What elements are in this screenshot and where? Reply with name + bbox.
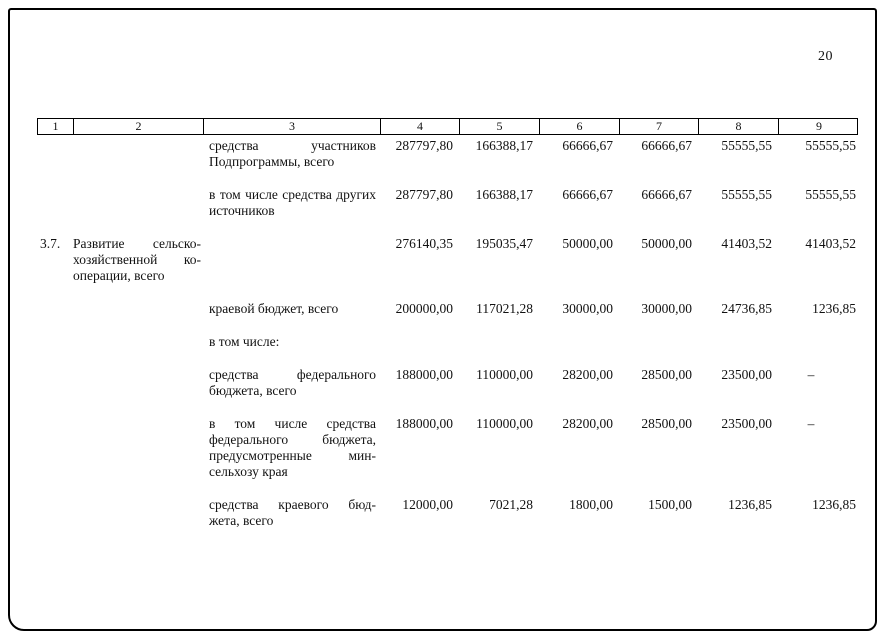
table-row: средства участников Подпрограммы, всего … xyxy=(37,138,858,170)
row-label-detail: краевой бюджет, всего xyxy=(209,301,339,316)
row-number xyxy=(37,301,73,302)
row-label-section: Развитие сельско- хозяйственной ко- опер… xyxy=(73,236,201,283)
value-col4: 200000,00 xyxy=(395,301,453,316)
value-col7: 30000,00 xyxy=(641,301,692,316)
value-col7: 50000,00 xyxy=(641,236,692,251)
value-col4: 287797,80 xyxy=(395,187,453,202)
row-number xyxy=(37,334,73,335)
value-col6: 30000,00 xyxy=(562,301,613,316)
value-col8 xyxy=(698,334,778,335)
value-col7 xyxy=(619,334,698,335)
value-col4: 287797,80 xyxy=(395,138,453,153)
header-cell: 3 xyxy=(204,119,381,134)
row-number xyxy=(37,416,73,417)
row-label-section xyxy=(73,301,203,302)
value-col5: 110000,00 xyxy=(476,416,533,431)
value-col4: 188000,00 xyxy=(395,416,453,431)
header-cell: 1 xyxy=(38,119,74,134)
value-col9: – xyxy=(807,416,815,431)
value-col9: – xyxy=(807,367,815,382)
row-label-detail: в том числе средства федерального бюджет… xyxy=(209,416,376,479)
value-col9: 1236,85 xyxy=(812,497,856,512)
value-col6: 66666,67 xyxy=(562,138,613,153)
value-col8: 24736,85 xyxy=(721,301,772,316)
value-col6: 28200,00 xyxy=(562,416,613,431)
row-number xyxy=(37,497,73,498)
value-col5: 117021,28 xyxy=(476,301,533,316)
header-cell: 9 xyxy=(816,119,822,133)
value-col8: 41403,52 xyxy=(721,236,772,251)
header-cell: 6 xyxy=(540,119,620,134)
header-cell: 8 xyxy=(699,119,779,134)
header-cell: 5 xyxy=(460,119,540,134)
row-label-detail: средства федерального бюджета, всего xyxy=(209,367,376,398)
value-col5: 7021,28 xyxy=(489,497,533,512)
value-col5: 195035,47 xyxy=(475,236,533,251)
row-label-detail xyxy=(203,236,380,237)
value-col6: 50000,00 xyxy=(562,236,613,251)
row-number xyxy=(37,367,73,368)
value-col6: 1800,00 xyxy=(569,497,613,512)
table-row: в том числе средства федерального бюджет… xyxy=(37,416,858,480)
header-cell: 4 xyxy=(381,119,460,134)
value-col8: 23500,00 xyxy=(721,367,772,382)
page-number: 20 xyxy=(818,49,833,64)
table-row: средства федерального бюджета, всего 188… xyxy=(37,367,858,399)
value-col7: 28500,00 xyxy=(641,367,692,382)
value-col4: 12000,00 xyxy=(402,497,453,512)
value-col5: 166388,17 xyxy=(475,138,533,153)
value-col5 xyxy=(459,334,539,335)
row-label-detail: в том числе средства других источников xyxy=(209,187,376,218)
row-label-detail: в том числе: xyxy=(209,334,280,349)
table-row: в том числе средства других источников 2… xyxy=(37,187,858,219)
table-row: в том числе: xyxy=(37,334,858,350)
row-label-section xyxy=(73,187,203,188)
value-col6: 66666,67 xyxy=(562,187,613,202)
value-col9 xyxy=(778,334,858,335)
header-cell: 2 xyxy=(74,119,204,134)
value-col9: 55555,55 xyxy=(805,138,856,153)
table-row: краевой бюджет, всего 200000,00 117021,2… xyxy=(37,301,858,317)
value-col7: 28500,00 xyxy=(641,416,692,431)
value-col7: 1500,00 xyxy=(648,497,692,512)
table-row: 3.7. Развитие сельско- хозяйственной ко-… xyxy=(37,236,858,284)
value-col9: 1236,85 xyxy=(812,301,856,316)
value-col9: 55555,55 xyxy=(805,187,856,202)
header-cell: 7 xyxy=(620,119,699,134)
table-body: средства участников Подпрограммы, всего … xyxy=(37,138,858,529)
value-col8: 55555,55 xyxy=(721,138,772,153)
row-label-section xyxy=(73,497,203,498)
row-label-section xyxy=(73,334,203,335)
value-col6: 28200,00 xyxy=(562,367,613,382)
value-col5: 166388,17 xyxy=(475,187,533,202)
value-col7: 66666,67 xyxy=(641,187,692,202)
row-label-detail: средства участников Подпрограммы, всего xyxy=(209,138,376,169)
table-row: средства краевого бюд- жета, всего 12000… xyxy=(37,497,858,529)
value-col9: 41403,52 xyxy=(805,236,856,251)
row-number xyxy=(37,138,73,139)
value-col5: 110000,00 xyxy=(476,367,533,382)
row-label-section xyxy=(73,416,203,417)
row-label-section xyxy=(73,138,203,139)
value-col7: 66666,67 xyxy=(641,138,692,153)
value-col4 xyxy=(380,334,459,335)
value-col4: 188000,00 xyxy=(395,367,453,382)
row-number xyxy=(37,187,73,188)
value-col8: 23500,00 xyxy=(721,416,772,431)
row-label-detail: средства краевого бюд- жета, всего xyxy=(209,497,376,528)
row-number: 3.7. xyxy=(40,236,61,251)
value-col6 xyxy=(539,334,619,335)
value-col8: 1236,85 xyxy=(728,497,772,512)
value-col8: 55555,55 xyxy=(721,187,772,202)
value-col4: 276140,35 xyxy=(395,236,453,251)
row-label-section xyxy=(73,367,203,368)
